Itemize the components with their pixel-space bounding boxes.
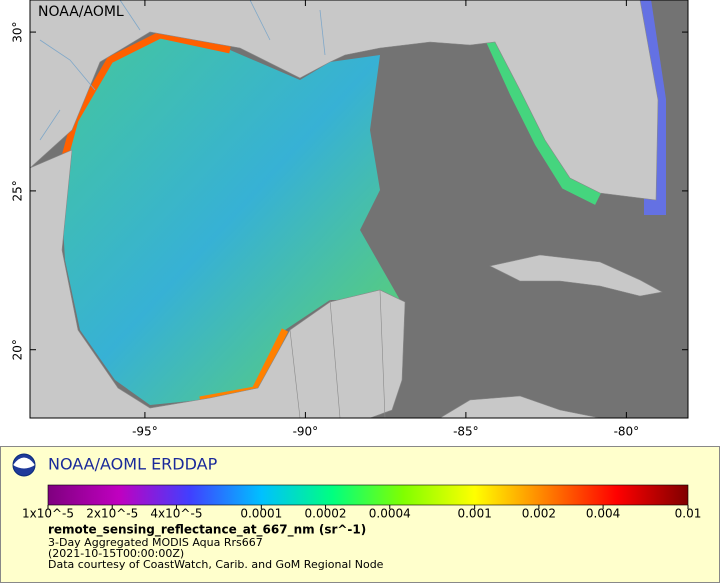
x-tick-label: -80° bbox=[614, 425, 640, 439]
colorbar-tick-label: 0.001 bbox=[457, 507, 491, 521]
noaa-logo bbox=[12, 453, 36, 477]
note: Data courtesy of CoastWatch, Carib. and … bbox=[48, 558, 384, 571]
colorbar-tick-label: 0.004 bbox=[586, 507, 620, 521]
colorbar-tick-label: 2x10^-5 bbox=[86, 507, 138, 521]
land bbox=[29, 0, 659, 201]
land bbox=[489, 254, 663, 297]
note: (2021-10-15T00:00:00Z) bbox=[48, 547, 184, 560]
data-field bbox=[56, 31, 231, 176]
map-title: NOAA/AOML bbox=[38, 4, 124, 20]
colorbar-tick-label: 0.0004 bbox=[369, 507, 411, 521]
plot-frame bbox=[29, 0, 689, 419]
colorbar-tick-label: 0.0001 bbox=[240, 507, 282, 521]
river bbox=[39, 0, 326, 141]
legend-title: NOAA/AOML ERDDAP bbox=[48, 455, 218, 474]
note: 3-Day Aggregated MODIS Aqua Rrs667 bbox=[48, 536, 263, 549]
legend-panel bbox=[0, 446, 720, 583]
map: NOAA/AOML bbox=[29, 0, 689, 419]
colorbar-tick-label: 1x10^-5 bbox=[22, 507, 74, 521]
colorbar-tick-label: 0.002 bbox=[522, 507, 556, 521]
y-tick-label: 25° bbox=[11, 180, 25, 201]
border bbox=[289, 289, 386, 419]
y-tick-label: 30° bbox=[11, 21, 25, 42]
variable-name: remote_sensing_reflectance_at_667_nm (sr… bbox=[48, 523, 366, 538]
data-field bbox=[60, 35, 400, 405]
x-tick-label: -85° bbox=[453, 425, 479, 439]
x-tick-label: -95° bbox=[132, 425, 158, 439]
colorbar-tick-label: 4x10^-5 bbox=[150, 507, 202, 521]
x-tick-label: -90° bbox=[293, 425, 319, 439]
colorbar bbox=[47, 484, 689, 506]
colorbar-tick-label: 0.01 bbox=[675, 507, 702, 521]
y-tick-label: 20° bbox=[11, 339, 25, 360]
colorbar-tick-label: 0.0002 bbox=[305, 507, 347, 521]
